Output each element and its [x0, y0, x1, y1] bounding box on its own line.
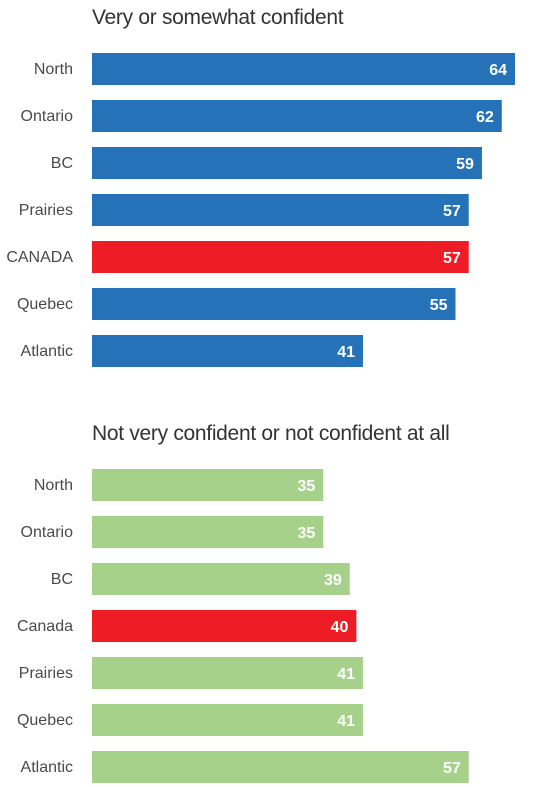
category-label: Ontario: [21, 524, 74, 541]
bar-chart-confident: North 64 Ontario 62 BC 59 Prairies 57 CANADA 57 Qu…: [6, 53, 515, 367]
category-label: Atlantic: [21, 343, 73, 360]
category-label: Canada: [17, 618, 73, 635]
value-label: 39: [324, 572, 342, 589]
bar-ontario: [92, 100, 502, 132]
category-label: Atlantic: [21, 759, 73, 776]
category-label: BC: [51, 571, 73, 588]
bar-north: [92, 469, 324, 501]
bar-bc: [92, 563, 350, 595]
value-label: 41: [337, 666, 355, 683]
bar-prairies: [92, 657, 363, 689]
bar-prairies: [92, 194, 469, 226]
value-label: 57: [443, 203, 461, 220]
bar-canada: [92, 610, 357, 642]
bar-ontario: [92, 516, 324, 548]
bar-north: [92, 53, 515, 85]
category-label: BC: [51, 155, 73, 172]
bar-quebec: [92, 288, 456, 320]
value-label: 35: [298, 478, 316, 495]
category-label: Quebec: [17, 712, 73, 729]
category-label: North: [34, 61, 73, 78]
value-label: 55: [430, 297, 448, 314]
value-label: 64: [489, 62, 507, 79]
value-label: 62: [476, 109, 494, 126]
category-label: Ontario: [21, 108, 74, 125]
value-label: 57: [443, 250, 461, 267]
bar-atlantic: [92, 335, 363, 367]
bar-bc: [92, 147, 482, 179]
chart-panel-confident: Very or somewhat confident North 64 Ontari…: [0, 0, 534, 380]
category-label: Quebec: [17, 296, 73, 313]
value-label: 35: [298, 525, 316, 542]
category-label: North: [34, 477, 73, 494]
category-label: Prairies: [19, 665, 73, 682]
value-label: 59: [456, 156, 474, 173]
value-label: 41: [337, 713, 355, 730]
category-label: Prairies: [19, 202, 73, 219]
bar-canada: [92, 241, 469, 273]
bar-quebec: [92, 704, 363, 736]
bar-atlantic: [92, 751, 469, 783]
chart-title: Not very confident or not confident at a…: [92, 422, 450, 445]
value-label: 57: [443, 760, 461, 777]
bar-chart-not-confident: North 35 Ontario 35 BC 39 Canada 40 Prairies 41 Qu…: [17, 469, 469, 783]
value-label: 40: [331, 619, 349, 636]
chart-title: Very or somewhat confident: [92, 6, 344, 29]
chart-panel-not-confident: Not very confident or not confident at a…: [0, 416, 534, 787]
value-label: 41: [337, 344, 355, 361]
category-label: CANADA: [6, 249, 73, 266]
